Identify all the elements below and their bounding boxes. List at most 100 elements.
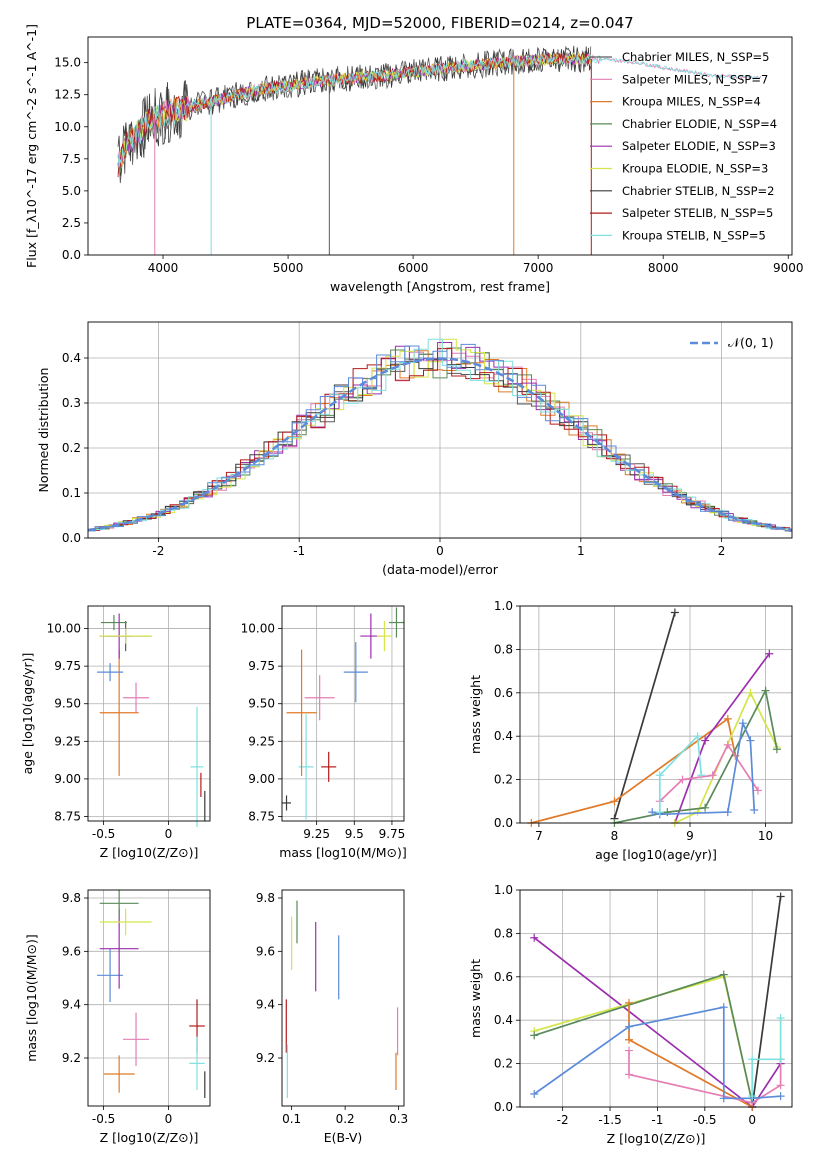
y-tick-label: 8.75	[54, 809, 81, 823]
x-tick-label: 9000	[773, 261, 804, 275]
weight-line	[674, 653, 770, 824]
weight-marker	[610, 797, 619, 806]
x-tick-label: 0.2	[336, 1112, 355, 1126]
y-tick-label: 1.0	[494, 599, 513, 613]
y-tick-label: 0.2	[62, 441, 81, 455]
x-axis-label: age [log10(age/yr)]	[595, 847, 717, 862]
legend-label: Kroupa MILES, N_SSP=4	[622, 95, 761, 109]
y-tick-label: 0.0	[62, 531, 81, 545]
weight-marker	[776, 892, 785, 901]
weight-marker	[624, 1046, 633, 1055]
y-tick-label: 9.2	[256, 1051, 275, 1065]
x-tick-label: 0.3	[389, 1112, 408, 1126]
y-tick-label: 9.75	[54, 659, 81, 673]
y-tick-label: 1.0	[494, 883, 513, 897]
weight-marker	[719, 1003, 728, 1012]
y-tick-label: 9.2	[62, 1051, 81, 1065]
y-tick-label: 0.8	[494, 926, 513, 940]
weight-marker	[746, 736, 755, 745]
histogram-step	[90, 338, 792, 530]
weight-marker	[670, 608, 679, 617]
y-axis-label: mass [log10(M/M⊙)]	[24, 934, 39, 1062]
histogram-step	[88, 343, 792, 532]
axes-frame	[519, 889, 793, 1108]
legend-label: 𝒩(0, 1)	[728, 335, 774, 350]
y-tick-label: 9.8	[62, 891, 81, 905]
weight-line	[614, 688, 778, 824]
y-tick-label: 0.8	[494, 642, 513, 656]
y-tick-label: 10.00	[47, 622, 81, 636]
y-tick-label: 0.0	[494, 1100, 513, 1114]
figure-title: PLATE=0364, MJD=52000, FIBERID=0214, z=0…	[246, 14, 633, 32]
y-axis-label: Flux [f_λ10^-17 erg cm^-2 s^-1 A^-1]	[24, 24, 39, 268]
y-tick-label: 9.50	[248, 697, 275, 711]
weight-marker	[750, 805, 759, 814]
weight-marker	[776, 1014, 785, 1023]
weight-marker	[693, 732, 702, 741]
y-tick-label: 9.6	[62, 944, 81, 958]
x-axis-label: E(B-V)	[324, 1130, 363, 1145]
legend-label: Kroupa ELODIE, N_SSP=3	[622, 162, 768, 176]
histogram-step	[90, 350, 792, 530]
z-weight-plot: -2 -1.5 -1 -0.5 0 0.0 0.2 0.4 0.6 0.8 1.0 Z [log10(…	[468, 883, 793, 1146]
weight-marker	[772, 745, 781, 754]
y-tick-label: 0.6	[494, 970, 513, 984]
spectrum-line	[117, 53, 591, 169]
spectrum-line	[117, 52, 591, 175]
x-axis-label: Z [log10(Z/Z⊙)]	[607, 1131, 706, 1146]
x-tick-label: -1.5	[598, 1113, 621, 1127]
weight-marker	[738, 719, 747, 728]
x-tick-label: 10	[758, 829, 773, 843]
weight-marker	[624, 1035, 633, 1044]
y-axis-label: age [log10(age/yr)]	[20, 653, 35, 775]
x-tick-label: 2	[718, 544, 726, 558]
x-axis-label: wavelength [Angstrom, rest frame]	[330, 279, 550, 294]
x-tick-label: -0.5	[92, 1112, 115, 1126]
weight-line	[659, 743, 759, 802]
y-tick-label: 15.0	[54, 56, 81, 70]
weight-marker	[719, 970, 728, 979]
axes-frame	[87, 889, 211, 1107]
x-tick-label: -1	[651, 1113, 663, 1127]
spectrum-line	[117, 52, 592, 178]
y-tick-label: 9.75	[248, 659, 275, 673]
x-tick-label: 0	[165, 827, 173, 841]
weight-line	[658, 734, 703, 813]
y-tick-label: 9.4	[256, 998, 275, 1012]
weight-marker	[719, 1094, 728, 1103]
legend-label: Salpeter STELIB, N_SSP=5	[622, 206, 773, 220]
x-tick-label: 0	[748, 1113, 756, 1127]
residual-histogram-plot: -2 -1 0 1 2 0.0 0.1 0.2 0.3 0.4 (data-model)/error…	[36, 321, 793, 577]
x-tick-label: 9.75	[379, 827, 406, 841]
x-axis-label: mass [log10(M/M⊙)]	[279, 845, 407, 860]
y-tick-label: 2.5	[62, 216, 81, 230]
x-tick-label: 6000	[398, 261, 429, 275]
weight-marker	[624, 1022, 633, 1031]
weight-marker	[776, 1081, 785, 1090]
legend-label: Chabrier STELIB, N_SSP=2	[622, 184, 774, 198]
legend-label: Chabrier MILES, N_SSP=5	[622, 50, 769, 64]
y-tick-label: 9.00	[54, 772, 81, 786]
axes-frame	[281, 889, 405, 1107]
x-tick-label: -0.5	[693, 1113, 716, 1127]
y-tick-label: 0.0	[62, 248, 81, 262]
axes-frame	[87, 605, 211, 822]
weight-line	[533, 973, 754, 1103]
y-axis-label: mass weight	[468, 675, 483, 754]
x-tick-label: 8000	[648, 261, 679, 275]
y-tick-label: 0.0	[494, 816, 513, 830]
weight-marker	[761, 686, 770, 695]
age-weight-plot: 7 8 9 10 0.0 0.2 0.4 0.6 0.8 1.0 age [log10(age/yr…	[468, 599, 793, 862]
x-tick-label: 5000	[273, 261, 304, 275]
weight-marker	[701, 803, 710, 812]
x-tick-label: 1	[577, 544, 585, 558]
weight-marker	[746, 688, 755, 697]
x-axis-label: Z [log10(Z/Z⊙)]	[100, 1130, 199, 1145]
mass-age-plot: 9.25 9.5 9.75 8.75 9.00 9.25 9.50 9.75 10.00 mass…	[241, 605, 407, 860]
weight-marker	[748, 1055, 757, 1064]
y-tick-label: 5.0	[62, 184, 81, 198]
axes-frame	[87, 321, 793, 539]
y-tick-label: 0.1	[62, 486, 81, 500]
y-tick-label: 7.5	[62, 152, 81, 166]
x-tick-label: 4000	[148, 261, 179, 275]
